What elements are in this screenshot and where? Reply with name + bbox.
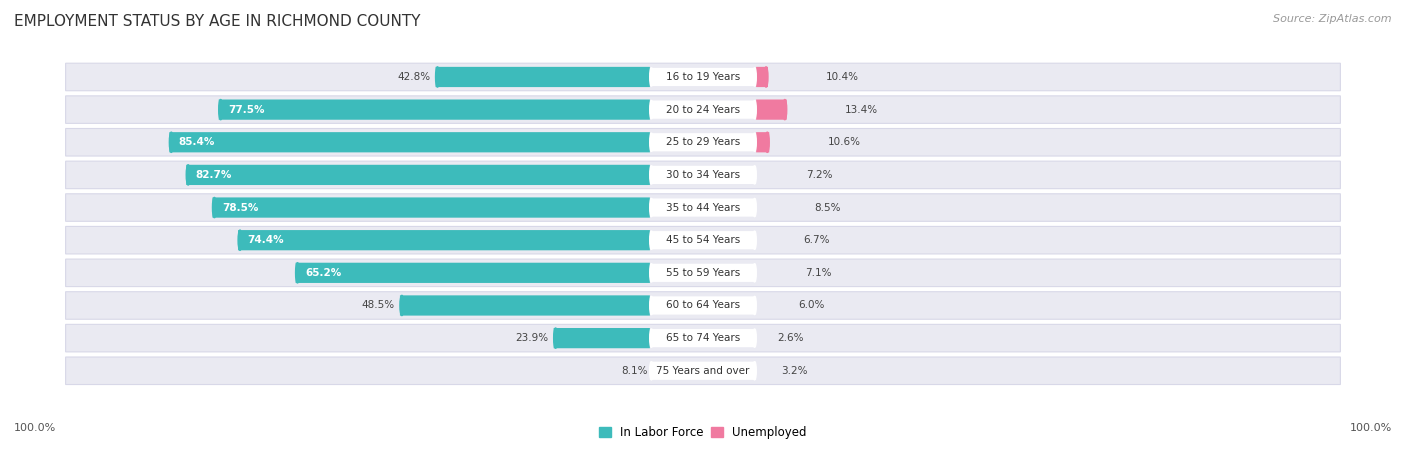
Circle shape [752,362,756,380]
FancyBboxPatch shape [650,296,756,315]
Text: 82.7%: 82.7% [195,170,232,180]
Circle shape [650,101,654,119]
FancyBboxPatch shape [66,259,1340,286]
FancyBboxPatch shape [66,129,1340,156]
FancyBboxPatch shape [756,67,768,87]
Legend: In Labor Force, Unemployed: In Labor Force, Unemployed [599,426,807,439]
FancyBboxPatch shape [650,362,756,380]
FancyBboxPatch shape [399,295,650,316]
Text: 6.0%: 6.0% [799,300,825,310]
FancyBboxPatch shape [66,96,1340,124]
FancyBboxPatch shape [219,100,650,120]
Text: 16 to 19 Years: 16 to 19 Years [666,72,740,82]
Circle shape [752,101,756,119]
Text: 8.1%: 8.1% [621,366,647,376]
FancyBboxPatch shape [66,324,1340,352]
Circle shape [752,68,756,86]
Circle shape [752,198,756,216]
Text: 45 to 54 Years: 45 to 54 Years [666,235,740,245]
Circle shape [650,166,654,184]
FancyBboxPatch shape [66,63,1340,91]
Circle shape [752,166,756,184]
FancyBboxPatch shape [186,165,650,185]
Circle shape [650,296,654,315]
FancyBboxPatch shape [650,133,756,152]
Circle shape [650,362,654,380]
FancyBboxPatch shape [436,67,650,87]
Circle shape [219,100,222,120]
Circle shape [186,165,190,185]
Text: 30 to 34 Years: 30 to 34 Years [666,170,740,180]
Text: 35 to 44 Years: 35 to 44 Years [666,202,740,212]
Text: 77.5%: 77.5% [228,105,264,115]
FancyBboxPatch shape [66,226,1340,254]
Circle shape [650,329,654,347]
FancyBboxPatch shape [650,231,756,249]
Circle shape [763,67,768,87]
Text: 8.5%: 8.5% [814,202,841,212]
FancyBboxPatch shape [295,263,650,283]
Circle shape [765,132,769,152]
Text: 23.9%: 23.9% [516,333,548,343]
Text: 48.5%: 48.5% [361,300,395,310]
Text: 7.2%: 7.2% [806,170,832,180]
Text: 100.0%: 100.0% [14,423,56,433]
FancyBboxPatch shape [650,68,756,86]
Text: 60 to 64 Years: 60 to 64 Years [666,300,740,310]
Circle shape [752,329,756,347]
Text: 78.5%: 78.5% [222,202,259,212]
FancyBboxPatch shape [66,161,1340,189]
FancyBboxPatch shape [66,194,1340,221]
Circle shape [650,231,654,249]
Circle shape [752,296,756,315]
Text: EMPLOYMENT STATUS BY AGE IN RICHMOND COUNTY: EMPLOYMENT STATUS BY AGE IN RICHMOND COU… [14,14,420,28]
Text: 65.2%: 65.2% [305,268,342,278]
Circle shape [752,231,756,249]
Text: 75 Years and over: 75 Years and over [657,366,749,376]
FancyBboxPatch shape [650,101,756,119]
Text: 42.8%: 42.8% [398,72,430,82]
Circle shape [554,328,558,348]
FancyBboxPatch shape [756,100,787,120]
FancyBboxPatch shape [650,166,756,184]
Circle shape [238,230,242,250]
Circle shape [399,295,404,316]
Text: 13.4%: 13.4% [845,105,877,115]
Text: 2.6%: 2.6% [778,333,804,343]
Text: 10.4%: 10.4% [827,72,859,82]
Text: 25 to 29 Years: 25 to 29 Years [666,137,740,147]
FancyBboxPatch shape [66,292,1340,319]
Circle shape [295,263,299,283]
FancyBboxPatch shape [238,230,650,250]
Text: 85.4%: 85.4% [179,137,215,147]
Circle shape [650,198,654,216]
FancyBboxPatch shape [212,198,650,218]
Text: 65 to 74 Years: 65 to 74 Years [666,333,740,343]
Circle shape [650,68,654,86]
Circle shape [783,100,787,120]
Circle shape [650,264,654,282]
FancyBboxPatch shape [650,264,756,282]
Circle shape [752,264,756,282]
FancyBboxPatch shape [756,132,769,152]
FancyBboxPatch shape [169,132,650,152]
Text: 100.0%: 100.0% [1350,423,1392,433]
Circle shape [436,67,440,87]
Text: 20 to 24 Years: 20 to 24 Years [666,105,740,115]
Circle shape [752,133,756,152]
Text: 6.7%: 6.7% [803,235,830,245]
Circle shape [650,133,654,152]
Text: Source: ZipAtlas.com: Source: ZipAtlas.com [1274,14,1392,23]
FancyBboxPatch shape [66,357,1340,385]
Text: 74.4%: 74.4% [247,235,284,245]
Circle shape [212,198,217,218]
Circle shape [169,132,173,152]
FancyBboxPatch shape [650,329,756,347]
FancyBboxPatch shape [554,328,650,348]
Text: 3.2%: 3.2% [782,366,807,376]
FancyBboxPatch shape [650,198,756,216]
Text: 55 to 59 Years: 55 to 59 Years [666,268,740,278]
Text: 10.6%: 10.6% [827,137,860,147]
Text: 7.1%: 7.1% [806,268,832,278]
